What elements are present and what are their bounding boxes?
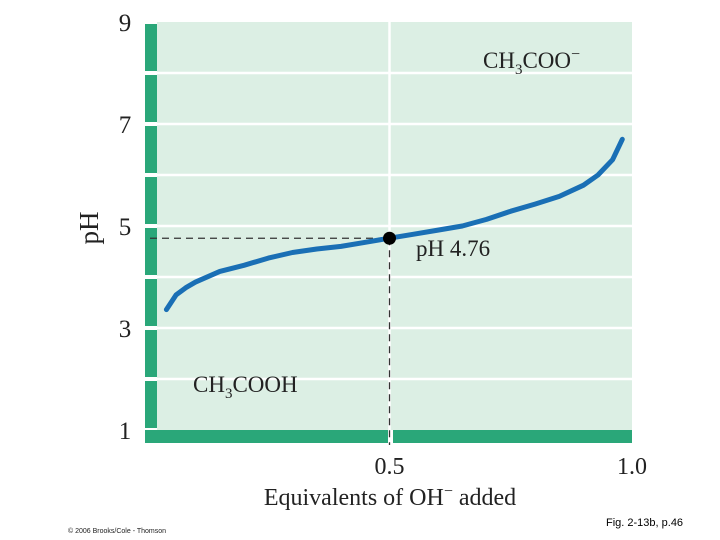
y-tick-label: 5 [119,214,132,241]
midpoint-label: pH 4.76 [416,236,490,261]
lower-species-label: CH3COOH [193,372,298,402]
y-axis-segment [145,24,157,71]
y-tick-label: 1 [119,418,132,445]
y-axis-label: pH [74,212,104,245]
y-axis-segment [145,75,157,122]
y-axis-segment [145,381,157,428]
y-axis-segment [145,330,157,377]
y-tick-label: 7 [119,112,132,139]
y-tick-label: 9 [119,10,132,37]
y-axis-segment [145,228,157,275]
y-tick-label: 3 [119,316,132,343]
x-tick-label: 1.0 [617,454,647,480]
y-axis-segment [145,126,157,173]
x-axis-segment [145,430,388,443]
y-axis-segment [145,177,157,224]
gridlines [157,22,632,430]
x-tick-label: 0.5 [375,454,405,480]
midpoint-marker [383,231,396,245]
guide-lines [150,237,391,445]
upper-species-label: CH3COO− [483,46,580,78]
axis-bars [145,24,632,443]
y-axis-segment [145,279,157,326]
chart-labels: 1 3 5 7 9 0.5 1.0 pH Equivalents of OH− added CH3… [74,10,647,511]
x-axis-label: Equivalents of OH− added [264,483,516,511]
x-axis-segment [393,430,632,443]
figure-reference: Fig. 2-13b, p.46 [606,517,684,529]
copyright-text: © 2006 Brooks/Cole - Thomson [68,528,167,535]
